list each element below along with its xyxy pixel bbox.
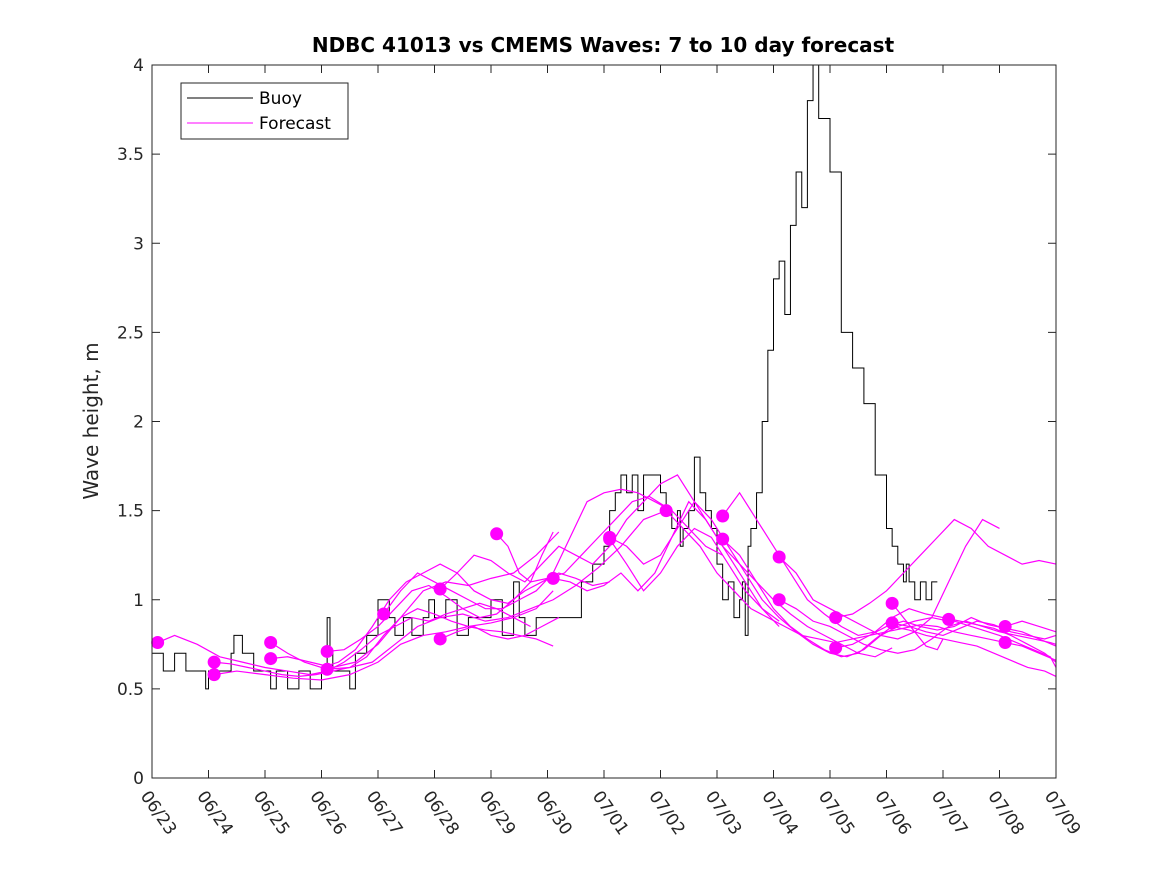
- y-axis-label: Wave height, m: [79, 342, 103, 499]
- y-tick-label: 3.5: [117, 145, 144, 165]
- y-tick-label: 2.5: [117, 323, 144, 343]
- forecast-start-marker-25: [998, 636, 1012, 650]
- forecast-start-marker-20: [829, 641, 843, 655]
- series-forecast-line-6: [327, 510, 667, 670]
- series-forecast-line-13: [609, 527, 780, 622]
- series-forecast-line-0: [157, 602, 531, 676]
- x-tick-label: 07/07: [927, 787, 971, 839]
- series-forecast-line-17: [778, 518, 1000, 640]
- series-forecast-line-12: [609, 500, 949, 658]
- plot-area: 0 0.5 1 1.5 2 2.5 3 3.5 4 06/23 06/24 06/25 06/26 06…: [117, 56, 1084, 839]
- forecast-start-marker-11: [546, 571, 560, 585]
- x-tick-label: 07/02: [644, 787, 688, 839]
- forecast-start-marker-17: [772, 550, 786, 564]
- forecast-start-marker-7: [377, 607, 391, 621]
- x-tick-label: 07/01: [588, 787, 632, 839]
- forecast-start-marker-21: [885, 596, 899, 610]
- x-tick-label: 07/08: [983, 787, 1027, 839]
- series-forecast-line-2: [214, 590, 554, 681]
- y-tick-label: 3: [133, 234, 144, 254]
- series-forecast-line-20: [835, 616, 1057, 649]
- series-forecast-line-11: [553, 500, 893, 658]
- forecast-start-marker-10: [490, 527, 504, 541]
- forecast-start-marker-16: [716, 532, 730, 546]
- forecast-start-marker-24: [998, 619, 1012, 633]
- forecast-start-marker-0: [151, 636, 165, 650]
- x-tick-label: 07/04: [757, 787, 801, 839]
- series-forecast-line-19: [835, 518, 1057, 619]
- series-forecast-line-10: [496, 531, 554, 583]
- y-tick-label: 0.5: [117, 680, 144, 700]
- forecast-start-marker-4: [264, 652, 278, 666]
- series-forecast-line-25: [1005, 641, 1057, 661]
- x-tick-label: 06/23: [136, 787, 180, 839]
- chart-title: NDBC 41013 vs CMEMS Waves: 7 to 10 day f…: [312, 33, 895, 57]
- series-forecast-line-1: [214, 608, 554, 678]
- x-tick-label: 07/09: [1040, 787, 1084, 839]
- y-tick-label: 2: [133, 413, 144, 433]
- x-tick-label: 07/03: [701, 787, 745, 839]
- forecast-start-marker-13: [603, 532, 617, 546]
- forecast-start-marker-6: [320, 662, 334, 676]
- x-tick-label: 07/05: [814, 787, 858, 839]
- forecast-start-marker-23: [942, 612, 956, 626]
- x-tick-label: 06/30: [531, 787, 575, 839]
- forecast-start-marker-15: [716, 509, 730, 523]
- x-tick-label: 06/29: [475, 787, 519, 839]
- forecast-layer: [151, 474, 1057, 682]
- series-forecast-line-22: [892, 620, 1057, 640]
- y-tick-label: 4: [133, 56, 144, 76]
- x-tick-label: 07/06: [870, 787, 914, 839]
- forecast-start-marker-18: [772, 593, 786, 607]
- forecast-start-marker-3: [264, 636, 278, 650]
- y-tick-label: 0: [133, 769, 144, 789]
- x-tick-label: 06/25: [249, 787, 293, 839]
- legend-label-forecast: Forecast: [259, 114, 331, 134]
- y-tick-label: 1: [133, 591, 144, 611]
- x-tick-label: 06/27: [362, 787, 406, 839]
- forecast-start-marker-14: [659, 504, 673, 518]
- plot-background: [152, 65, 1056, 778]
- series-forecast-line-21: [891, 602, 944, 651]
- legend: Buoy Forecast: [180, 82, 349, 140]
- series-forecast-line-9: [439, 617, 560, 640]
- series-forecast-line-24: [1004, 620, 1057, 633]
- x-tick-label: 06/24: [192, 787, 236, 839]
- forecast-start-marker-9: [433, 632, 447, 646]
- forecast-start-marker-8: [433, 582, 447, 596]
- x-tick-label: 06/28: [418, 787, 462, 839]
- y-axis-ticks: 0 0.5 1 1.5 2 2.5 3 3.5 4: [117, 56, 1056, 789]
- forecast-start-marker-5: [320, 644, 334, 658]
- forecast-start-marker-2: [207, 668, 221, 682]
- series-forecast-line-18: [778, 599, 1057, 654]
- y-tick-label: 1.5: [117, 502, 144, 522]
- x-tick-label: 06/26: [305, 787, 349, 839]
- forecast-start-marker-22: [885, 616, 899, 630]
- legend-label-buoy: Buoy: [259, 89, 302, 109]
- forecast-start-marker-1: [207, 655, 221, 669]
- legend-box: [180, 82, 349, 140]
- series-forecast-line-5: [327, 495, 667, 653]
- forecast-start-marker-19: [829, 611, 843, 625]
